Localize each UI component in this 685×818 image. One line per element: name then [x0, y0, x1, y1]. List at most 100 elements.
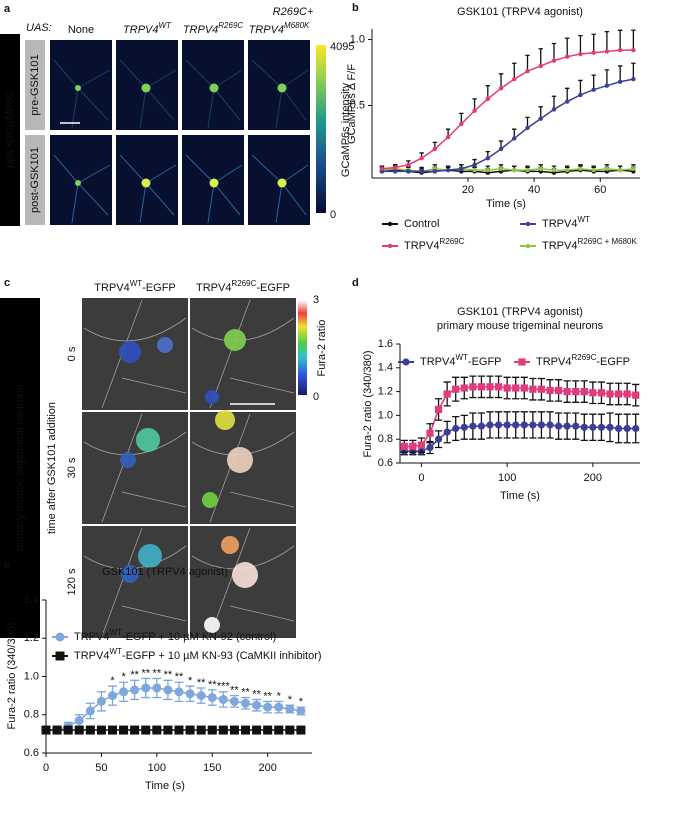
soma: [277, 178, 287, 188]
y-axis-label: GCaMP6s Δ F/F: [346, 64, 358, 144]
data-point: [580, 388, 588, 396]
data-point: [392, 165, 398, 170]
data-point: [512, 76, 517, 82]
x-tick-label: 20: [462, 184, 474, 196]
data-point: [591, 167, 596, 173]
legend-label: Control: [404, 218, 439, 230]
panel-letter: c: [4, 277, 10, 289]
series-line: [381, 49, 634, 170]
data-point: [512, 384, 520, 392]
data-point: [296, 725, 306, 735]
cell: [224, 329, 246, 351]
legend-marker: [55, 632, 65, 642]
legend-label-part: R269C: [571, 353, 596, 362]
chart-title: GSK101 (TRPV4 agonist): [102, 566, 228, 578]
data-point: [434, 435, 443, 443]
series-line: [381, 78, 634, 173]
data-point: [589, 389, 597, 397]
y-tick-label: 0.6: [24, 747, 39, 759]
significance-label: **: [241, 686, 250, 698]
data-point: [445, 134, 451, 140]
data-point: [632, 424, 640, 433]
data-point: [459, 121, 464, 127]
soma: [75, 85, 81, 91]
legend-marker: [402, 358, 410, 366]
data-point: [141, 683, 151, 693]
data-point: [597, 423, 606, 431]
row-label: 0 s: [66, 346, 78, 361]
data-point: [631, 166, 636, 171]
y-tick-label: 1.0: [350, 33, 365, 45]
data-point: [554, 422, 563, 430]
data-point: [604, 49, 610, 54]
data-point: [472, 108, 477, 113]
error-bar: [591, 33, 596, 53]
time-label: time after GSK101 addition: [46, 402, 58, 534]
y-tick-label: 1.0: [378, 409, 393, 421]
soma: [141, 178, 151, 188]
legend-label: TRPV4WT-EGFP + 10 µM KN-93 (CaMKII inhib…: [74, 647, 322, 662]
significance-label: **: [175, 671, 184, 683]
significance-label: *: [121, 671, 126, 683]
significance-label: **: [263, 690, 272, 702]
column-header: None: [68, 24, 94, 36]
data-point: [96, 725, 106, 735]
data-point: [623, 390, 631, 398]
side-bar: [0, 298, 40, 638]
x-tick-label: 0: [43, 762, 49, 774]
data-point: [623, 424, 631, 433]
data-point: [417, 441, 426, 449]
data-point: [85, 725, 95, 735]
cell: [232, 562, 258, 588]
data-point: [472, 162, 477, 168]
data-point: [486, 421, 494, 429]
data-point: [174, 725, 184, 735]
data-point: [614, 424, 623, 433]
data-point: [503, 384, 511, 392]
x-tick-label: 50: [95, 762, 107, 774]
data-point: [546, 386, 554, 395]
data-point: [498, 86, 504, 91]
data-point: [529, 385, 537, 393]
x-axis-label: Time (s): [145, 780, 185, 792]
significance-label: **: [130, 669, 139, 681]
panel-letter: b: [352, 2, 359, 14]
data-point: [296, 706, 306, 716]
data-point: [632, 391, 640, 399]
cell: [121, 565, 139, 583]
data-point: [485, 156, 491, 161]
chart-title: GSK101 (TRPV4 agonist): [457, 6, 583, 18]
y-tick-label: 1.6: [378, 338, 393, 350]
data-point: [108, 691, 117, 701]
colorbar-label: Fura-2 ratio: [316, 320, 328, 377]
data-point: [419, 156, 424, 161]
data-point: [551, 107, 557, 112]
row-label: 30 s: [66, 457, 78, 478]
legend-label-part: TRPV4: [542, 240, 577, 252]
genotype-label: ppk>GCaMP6s: [4, 92, 16, 168]
legend-label: TRPV4WT: [542, 215, 590, 230]
column-header: TRPV4WT: [123, 21, 172, 36]
micrograph: [190, 298, 296, 410]
significance-label: **: [153, 667, 162, 679]
data-point: [41, 725, 51, 735]
data-point: [494, 421, 503, 429]
data-point: [498, 166, 504, 171]
data-point: [406, 162, 411, 168]
data-point: [460, 384, 468, 392]
data-point: [263, 725, 273, 735]
data-point: [52, 725, 62, 735]
legend-label-part: WT: [109, 647, 122, 656]
error-bar: [551, 42, 557, 61]
significance-label: **: [208, 679, 217, 691]
data-point: [572, 422, 580, 430]
column-header: TRPV4R269C-EGFP: [196, 279, 290, 294]
series-line: [404, 386, 636, 448]
data-point: [472, 167, 477, 173]
data-point: [74, 725, 84, 735]
x-tick-label: 60: [594, 184, 606, 196]
data-point: [617, 79, 623, 84]
legend-marker: [55, 651, 65, 661]
data-point: [578, 92, 583, 98]
